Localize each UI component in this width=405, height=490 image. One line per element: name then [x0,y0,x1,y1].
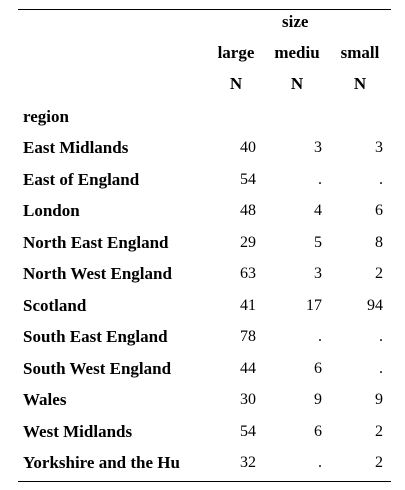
table-row: Scotland 41 17 94 [0,294,405,318]
cell-small: 2 [375,454,383,471]
stat-label-small: N [353,74,367,93]
cell-small: . [379,328,383,345]
region-label: South East England [23,327,168,346]
cell-small: . [379,359,383,377]
cell-small: 2 [375,422,383,440]
table-bottom-rule [18,481,391,482]
cell-medium: . [318,170,322,188]
row-header-region: region [23,107,69,126]
cell-medium: 17 [306,296,322,314]
cell-small: 9 [375,391,383,408]
table-row: South East England 78.. [0,325,405,349]
cell-large: 54 [240,422,256,440]
cell-large: 44 [240,359,256,377]
cell-large: 54 [240,170,256,188]
cell-large: 78 [240,328,256,345]
table-row: London 48 4 6 [0,199,405,223]
cell-medium: . [318,328,322,345]
table-top-rule [18,9,391,10]
cell-small: 94 [367,296,383,314]
region-label: London [23,201,80,220]
cell-large: 29 [240,233,256,251]
region-label: South West England [23,358,172,378]
stat-label-large: N [229,74,243,93]
region-label: West Midlands [23,421,133,441]
region-label: North East England [23,232,169,252]
cell-large: 30 [240,391,256,408]
column-header-large: large [217,43,255,62]
cell-small: 8 [375,233,383,251]
table-row: East Midlands 40 3 3 [0,136,405,160]
cell-large: 41 [240,296,256,314]
table-row: East of England 54.. [0,168,405,192]
cell-large: 40 [240,139,256,156]
cell-medium: 3 [314,139,322,156]
cell-medium: 6 [314,359,322,377]
table-row: West Midlands 54 6 2 [0,420,405,444]
cell-large: 48 [240,202,256,219]
column-header-medium: mediu [274,43,320,62]
region-label: East Midlands [23,138,129,157]
cell-large: 63 [240,265,256,282]
table-row: South West England 44 6. [0,357,405,381]
cell-small: 6 [375,202,383,219]
table-row: North East England 29 5 8 [0,231,405,255]
size-group-header: size [282,12,309,31]
cell-medium: . [318,454,322,471]
region-label: North West England [23,264,172,283]
region-label: Wales [23,390,67,409]
cell-medium: 3 [314,265,322,282]
column-header-small: small [340,43,380,62]
table-row: Wales 30 9 9 [0,388,405,412]
region-label: Scotland [23,295,87,315]
region-label: Yorkshire and the Hu [23,453,180,472]
table-row: North West England 63 3 2 [0,262,405,286]
region-label: East of England [23,169,140,189]
cell-medium: 4 [314,202,322,219]
cell-large: 32 [240,454,256,471]
stat-label-medium: N [290,74,304,93]
cell-small: 2 [375,265,383,282]
cell-small: 3 [375,139,383,156]
cell-medium: 6 [314,422,322,440]
cell-medium: 9 [314,391,322,408]
table-row: Yorkshire and the Hu 32. 2 [0,451,405,475]
cell-small: . [379,170,383,188]
cell-medium: 5 [314,233,322,251]
